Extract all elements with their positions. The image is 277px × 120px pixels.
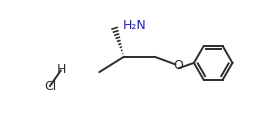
Text: H₂N: H₂N: [122, 19, 146, 32]
Text: H: H: [57, 63, 66, 76]
Text: Cl: Cl: [44, 80, 56, 93]
Text: O: O: [173, 60, 183, 72]
